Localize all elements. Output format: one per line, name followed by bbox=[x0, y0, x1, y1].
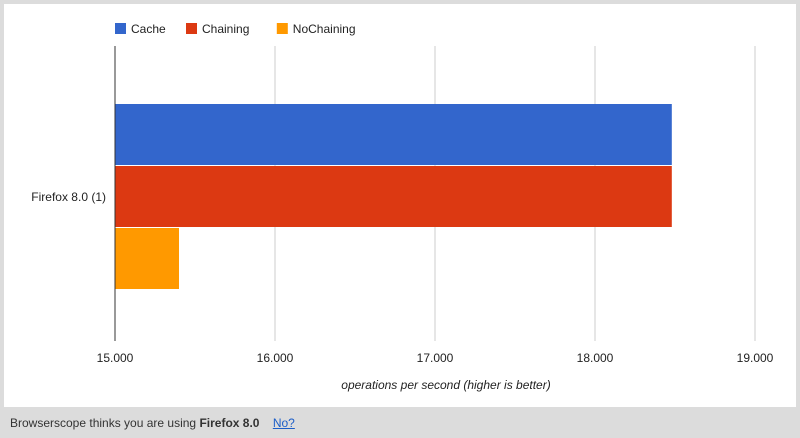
footer-bar: Browserscope thinks you are using Firefo… bbox=[0, 407, 800, 438]
legend-label-cache: Cache bbox=[131, 22, 166, 36]
x-tick-label-1: 16.000 bbox=[257, 351, 294, 365]
x-tick-label-0: 15.000 bbox=[97, 351, 134, 365]
x-tick-label-3: 18.000 bbox=[577, 351, 614, 365]
bar-nochaining bbox=[115, 228, 179, 289]
footer-browser: Firefox 8.0 bbox=[199, 415, 260, 430]
category-label-0: Firefox 8.0 (1) bbox=[31, 190, 106, 204]
legend-swatch-cache bbox=[115, 23, 126, 34]
x-tick-labels: 15.000 16.000 17.000 18.000 19.000 bbox=[97, 351, 774, 365]
chart-frame: Cache Chaining NoChaining 15.000 16.000 17.0… bbox=[4, 4, 796, 407]
category-labels: Firefox 8.0 (1) bbox=[31, 190, 106, 204]
bar-cache bbox=[115, 104, 672, 165]
no-link[interactable]: No? bbox=[272, 415, 295, 430]
legend-swatch-chaining bbox=[186, 23, 197, 34]
bar-chaining bbox=[115, 166, 672, 227]
legend-label-chaining: Chaining bbox=[202, 22, 249, 36]
bar-chart: Cache Chaining NoChaining 15.000 16.000 17.0… bbox=[31, 22, 774, 392]
x-tick-label-4: 19.000 bbox=[737, 351, 774, 365]
legend-label-nochaining: NoChaining bbox=[293, 22, 356, 36]
footer-prefix: Browserscope thinks you are using bbox=[10, 415, 197, 430]
x-tick-label-2: 17.000 bbox=[417, 351, 454, 365]
legend-swatch-nochaining bbox=[276, 23, 288, 34]
x-axis-title: operations per second (higher is better) bbox=[341, 378, 550, 392]
legend: Cache Chaining NoChaining bbox=[115, 22, 356, 36]
bars bbox=[115, 104, 672, 289]
